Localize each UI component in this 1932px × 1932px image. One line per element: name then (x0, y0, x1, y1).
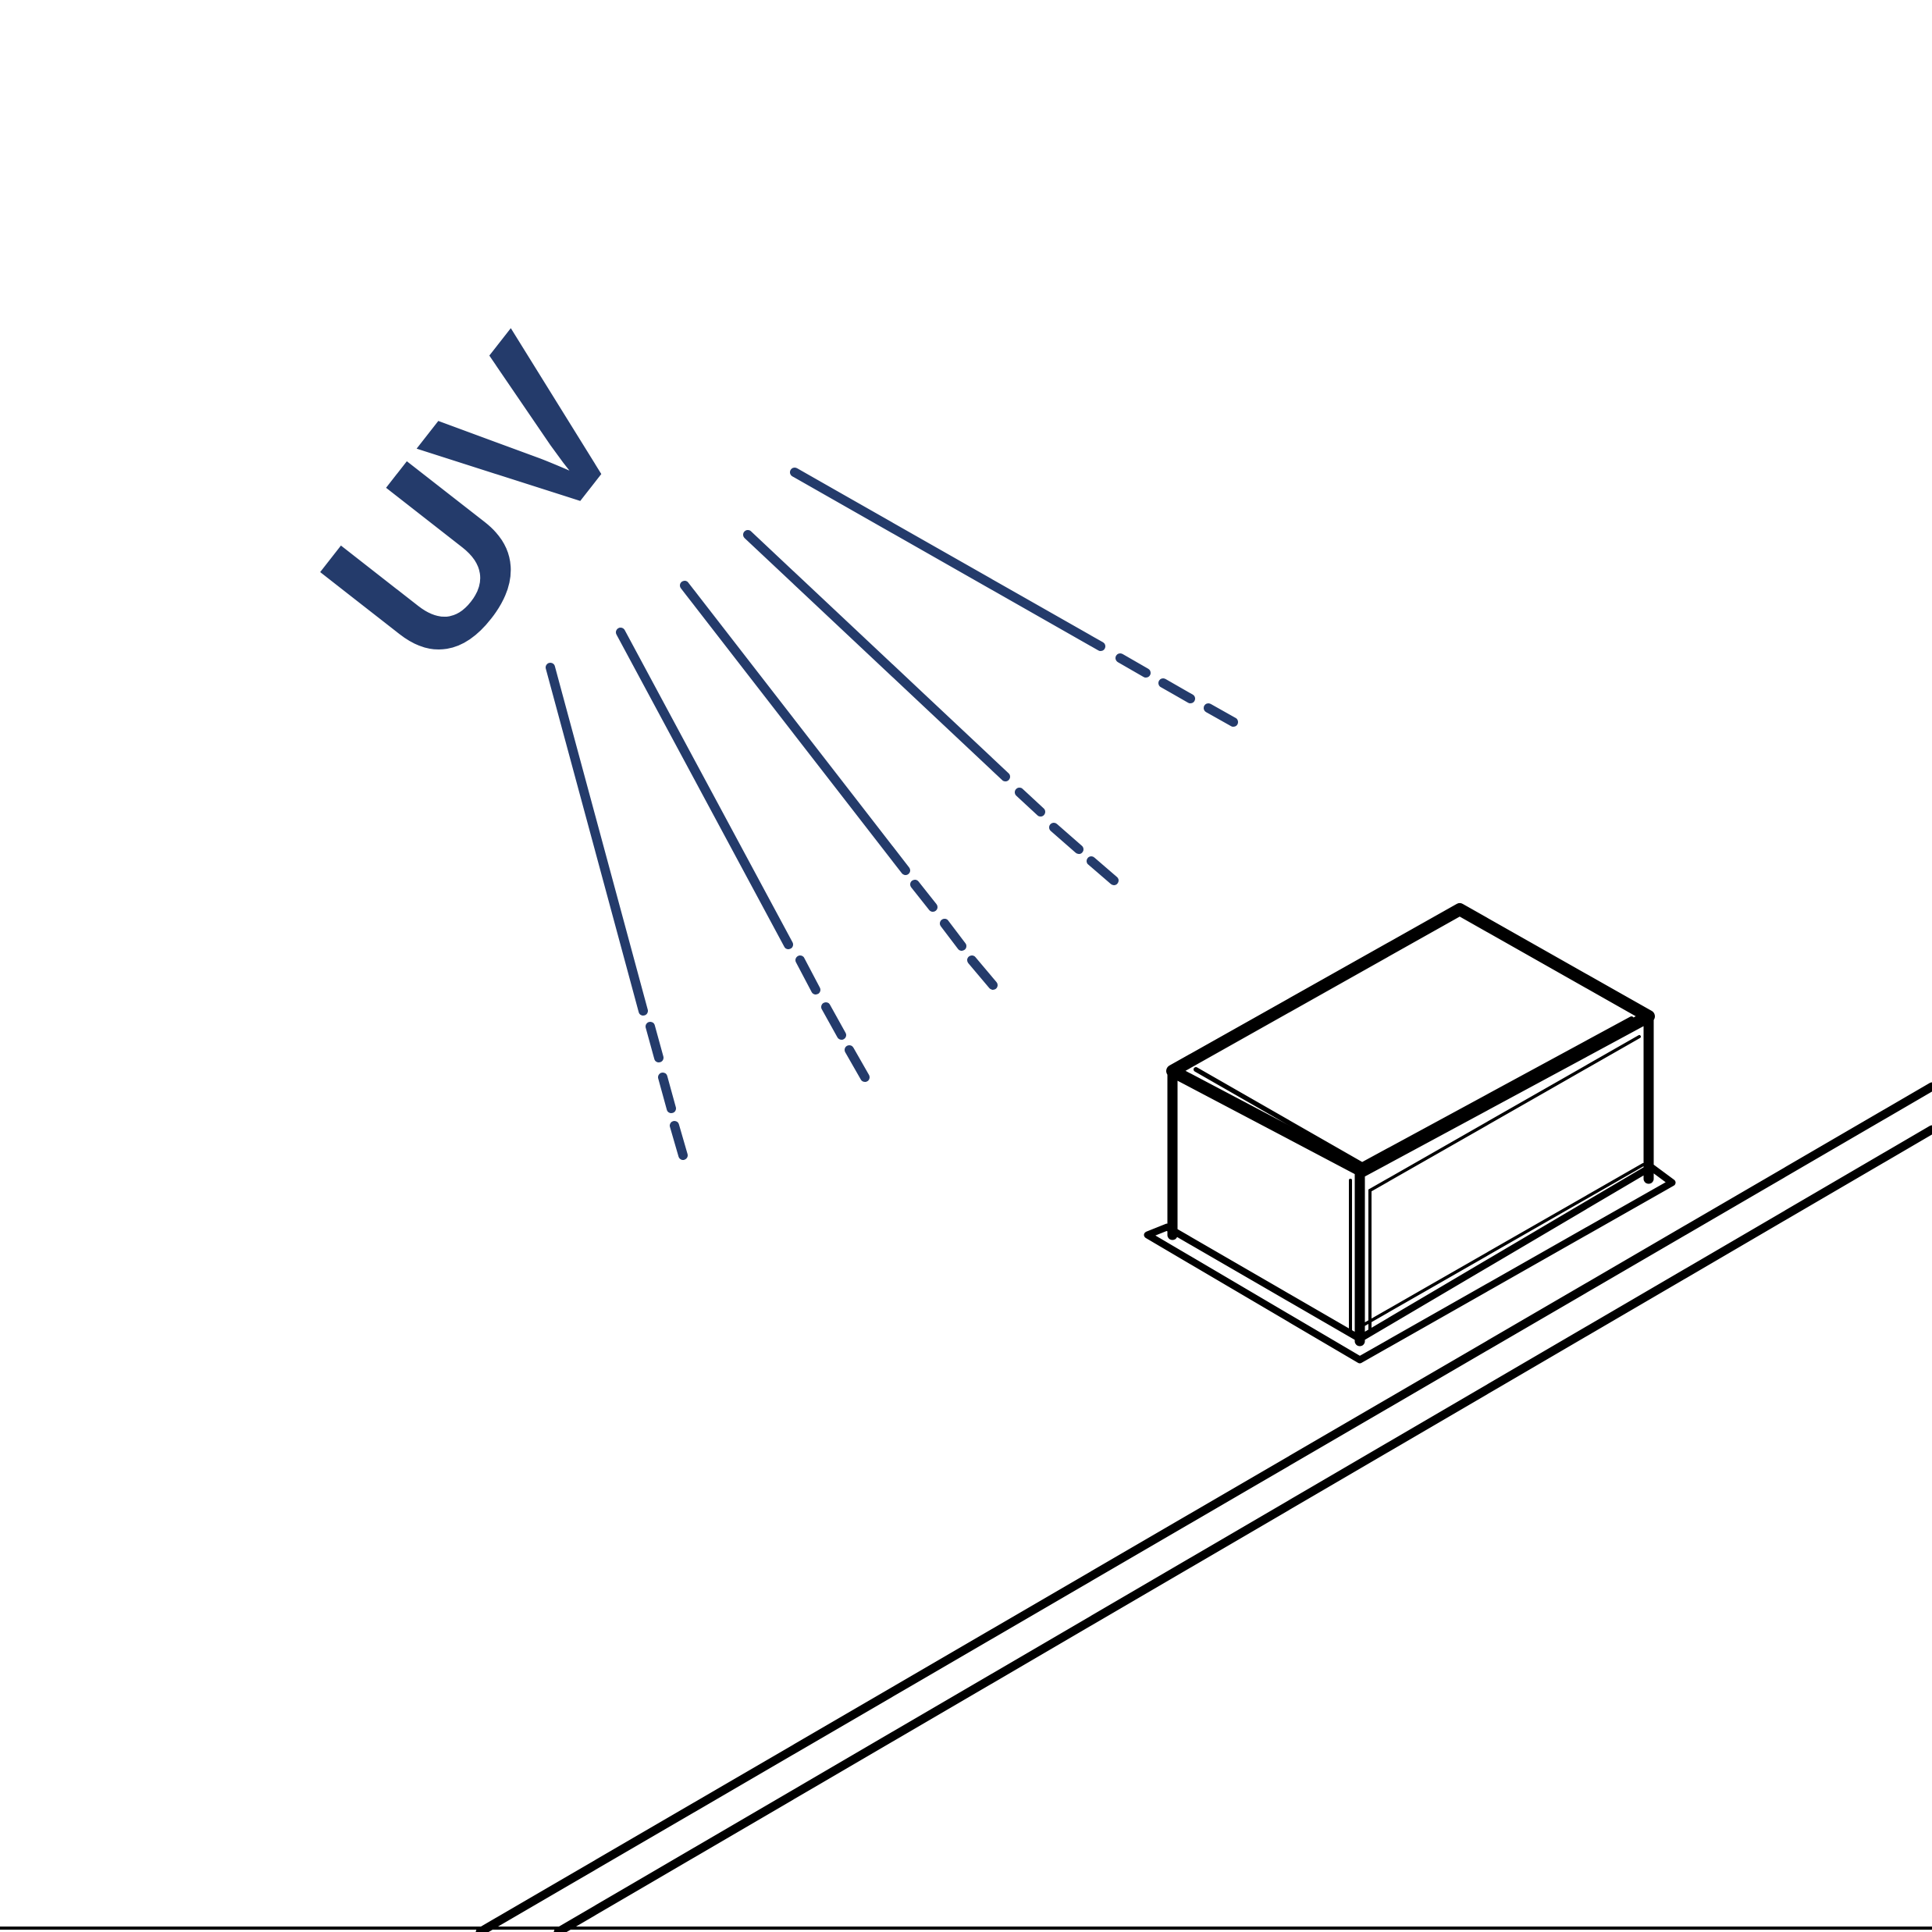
uv-ray-2 (616, 628, 870, 1082)
light-rays-icon (546, 468, 1238, 1160)
uv-ray-4 (743, 530, 1119, 885)
uv-ray-5 (790, 468, 1238, 727)
uv-ray-3 (680, 581, 998, 990)
uv-label: UV (271, 294, 678, 713)
box-icon (1144, 903, 1676, 1364)
surface-icon (0, 1082, 1932, 1932)
uv-ray-1 (546, 663, 688, 1160)
